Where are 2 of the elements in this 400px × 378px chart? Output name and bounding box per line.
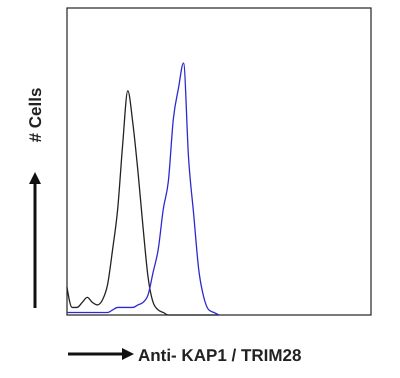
y-axis-title: # Cells (26, 88, 45, 142)
x-axis-title: Anti- KAP1 / TRIM28 (138, 346, 302, 365)
